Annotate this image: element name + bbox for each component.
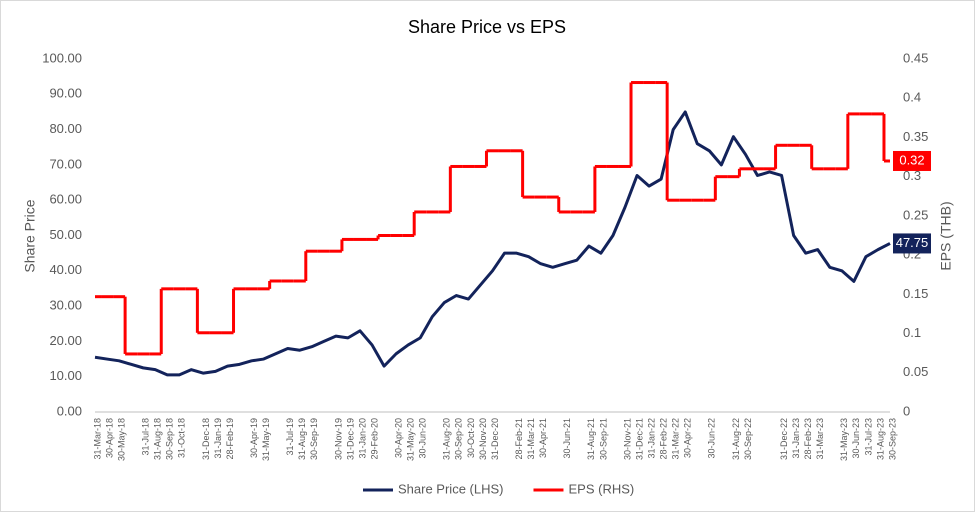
x-tick-label: 28-Feb-23 [803, 418, 813, 460]
x-tick-label: 30-Jun-23 [851, 418, 861, 459]
y-tick-label: 100.00 [42, 50, 82, 65]
x-tick-label: 31-Oct-18 [177, 418, 187, 458]
y-tick-label: 80.00 [49, 121, 82, 136]
share-price-line [94, 110, 891, 377]
x-tick-label: 31-Dec-18 [201, 418, 211, 460]
x-tick-label: 31-Jan-23 [791, 418, 801, 459]
y-tick-label: 60.00 [49, 192, 82, 207]
x-tick-label: 29-Feb-20 [369, 418, 379, 460]
x-tick-label: 31-Mar-23 [815, 418, 825, 460]
x-tick-label: 30-Jun-20 [418, 418, 428, 459]
x-tick-label: 31-Aug-19 [297, 418, 307, 460]
y2-tick-label: 0.1 [903, 325, 921, 340]
x-tick-label: 30-Nov-21 [622, 418, 632, 460]
y-tick-label: 10.00 [49, 368, 82, 383]
x-tick-label: 30-Sep-20 [454, 418, 464, 460]
x-tick-label: 31-Jul-19 [285, 418, 295, 456]
x-tick-label: 31-Dec-22 [779, 418, 789, 460]
x-tick-label: 30-Apr-19 [249, 418, 259, 458]
legend-label: EPS (RHS) [568, 481, 634, 496]
value-label: 47.75 [896, 235, 929, 250]
y2-tick-label: 0.25 [903, 207, 928, 222]
x-tick-label: 30-Sep-21 [598, 418, 608, 460]
y2-tick-label: 0.4 [903, 90, 921, 105]
x-tick-label: 30-Nov-20 [478, 418, 488, 460]
y2-tick-label: 0.15 [903, 286, 928, 301]
x-tick-label: 31-May-19 [261, 418, 271, 461]
value-label-box [893, 233, 931, 254]
x-tick-label: 31-Aug-20 [442, 418, 452, 460]
x-tick-label: 31-Mar-22 [671, 418, 681, 460]
x-tick-label: 30-Sep-23 [887, 418, 897, 460]
x-tick-label: 31-Jan-20 [357, 418, 367, 459]
x-tick-label: 28-Feb-22 [659, 418, 669, 460]
x-tick-label: 30-Jun-22 [707, 418, 717, 459]
x-tick-label: 30-Sep-19 [309, 418, 319, 460]
y2-tick-label: 0.35 [903, 129, 928, 144]
x-tick-label: 31-May-20 [406, 418, 416, 461]
x-tick-label: 31-Jan-22 [646, 418, 656, 459]
x-tick-label: 30-Sep-22 [743, 418, 753, 460]
y2-axis-label: EPS (THB) [938, 201, 954, 270]
x-tick-label: 30-Jun-21 [562, 418, 572, 459]
x-tick-label: 31-Mar-21 [526, 418, 536, 460]
legend-label: Share Price (LHS) [398, 481, 503, 496]
x-tick-label: 30-Nov-19 [333, 418, 343, 460]
x-tick-label: 30-Apr-20 [394, 418, 404, 458]
x-tick-label: 31-Jul-23 [863, 418, 873, 456]
x-tick-label: 31-Dec-21 [634, 418, 644, 460]
x-tick-label: 31-Mar-18 [92, 418, 102, 460]
x-tick-label: 30-Oct-20 [466, 418, 476, 458]
x-tick-label: 30-Sep-18 [165, 418, 175, 460]
y-tick-label: 40.00 [49, 262, 82, 277]
value-label-box [893, 150, 931, 171]
y2-tick-label: 0 [903, 403, 910, 418]
x-tick-label: 30-May-18 [116, 418, 126, 461]
x-tick-label: 31-Aug-18 [153, 418, 163, 460]
x-tick-label: 31-Jan-19 [213, 418, 223, 459]
y-tick-label: 30.00 [49, 298, 82, 313]
x-tick-label: 28-Feb-21 [514, 418, 524, 460]
x-tick-label: 30-Apr-18 [104, 418, 114, 458]
y-tick-label: 0.00 [57, 403, 82, 418]
y-tick-label: 50.00 [49, 227, 82, 242]
x-tick-label: 31-Dec-19 [345, 418, 355, 460]
y-axis-label: Share Price [22, 199, 38, 272]
chart-title: Share Price vs EPS [408, 17, 566, 37]
x-tick-label: 31-Aug-23 [875, 418, 885, 460]
x-tick-label: 30-Apr-21 [538, 418, 548, 458]
y-tick-label: 70.00 [49, 156, 82, 171]
y2-tick-label: 0.05 [903, 364, 928, 379]
x-tick-label: 31-Aug-21 [586, 418, 596, 460]
x-tick-label: 31-Jul-18 [141, 418, 151, 456]
x-tick-label: 31-Dec-20 [490, 418, 500, 460]
x-tick-label: 31-May-23 [839, 418, 849, 461]
value-label: 0.32 [899, 152, 924, 167]
x-tick-label: 31-Aug-22 [731, 418, 741, 460]
y-tick-label: 20.00 [49, 333, 82, 348]
y-tick-label: 90.00 [49, 86, 82, 101]
x-tick-label: 30-Apr-22 [683, 418, 693, 458]
y2-tick-label: 0.3 [903, 168, 921, 183]
y2-tick-label: 0.45 [903, 50, 928, 65]
x-tick-label: 28-Feb-19 [225, 418, 235, 460]
